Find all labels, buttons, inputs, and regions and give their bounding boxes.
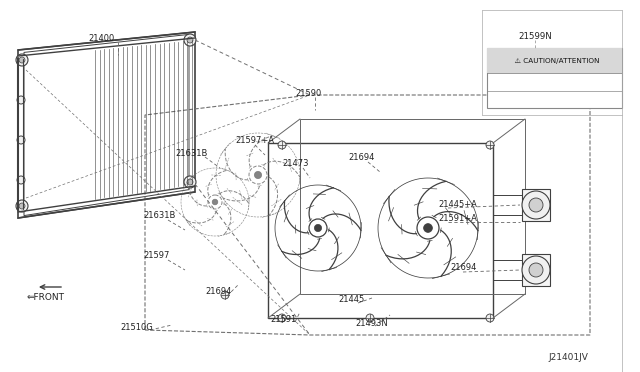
Text: 21400: 21400 — [88, 33, 115, 42]
Bar — [522, 254, 550, 286]
Text: 21631B: 21631B — [175, 148, 207, 157]
Circle shape — [314, 224, 321, 232]
Text: 21445: 21445 — [338, 295, 364, 304]
Circle shape — [16, 54, 28, 66]
Text: J21401JV: J21401JV — [548, 353, 588, 362]
Text: 21591: 21591 — [270, 314, 296, 324]
Circle shape — [249, 166, 267, 184]
Circle shape — [522, 256, 550, 284]
Bar — [487, 48, 622, 108]
Text: 21597: 21597 — [143, 250, 170, 260]
Circle shape — [417, 217, 439, 239]
Circle shape — [278, 314, 286, 322]
Circle shape — [208, 195, 222, 209]
Circle shape — [486, 314, 494, 322]
Text: 21510G: 21510G — [120, 323, 153, 331]
Circle shape — [529, 198, 543, 212]
Circle shape — [486, 141, 494, 149]
Circle shape — [254, 171, 262, 179]
Circle shape — [529, 263, 543, 277]
Circle shape — [17, 96, 25, 104]
Circle shape — [17, 136, 25, 144]
Circle shape — [187, 179, 193, 185]
Circle shape — [221, 291, 229, 299]
Circle shape — [184, 176, 196, 188]
Text: 21599N: 21599N — [518, 32, 552, 41]
Text: ⇐FRONT: ⇐FRONT — [27, 292, 65, 301]
Text: 21590: 21590 — [295, 89, 321, 97]
Circle shape — [309, 219, 327, 237]
Text: 21591+A: 21591+A — [438, 214, 477, 222]
Text: 21493N: 21493N — [355, 318, 388, 327]
Circle shape — [212, 199, 218, 205]
Circle shape — [184, 34, 196, 46]
Bar — [487, 48, 622, 73]
Circle shape — [366, 314, 374, 322]
Circle shape — [424, 224, 433, 232]
Text: 21445+A: 21445+A — [438, 199, 477, 208]
Text: 21597+A: 21597+A — [235, 135, 274, 144]
Text: 21694: 21694 — [348, 153, 374, 161]
Bar — [522, 189, 550, 221]
Circle shape — [19, 57, 25, 63]
Circle shape — [522, 191, 550, 219]
Circle shape — [17, 176, 25, 184]
Text: 21694: 21694 — [205, 288, 232, 296]
Circle shape — [16, 200, 28, 212]
Circle shape — [187, 37, 193, 43]
Text: 21694: 21694 — [450, 263, 476, 273]
Text: 21631B: 21631B — [143, 211, 175, 219]
Text: 21473: 21473 — [282, 158, 308, 167]
Circle shape — [278, 141, 286, 149]
Text: ⚠ CAUTION/ATTENTION: ⚠ CAUTION/ATTENTION — [509, 58, 599, 64]
Circle shape — [19, 203, 25, 209]
